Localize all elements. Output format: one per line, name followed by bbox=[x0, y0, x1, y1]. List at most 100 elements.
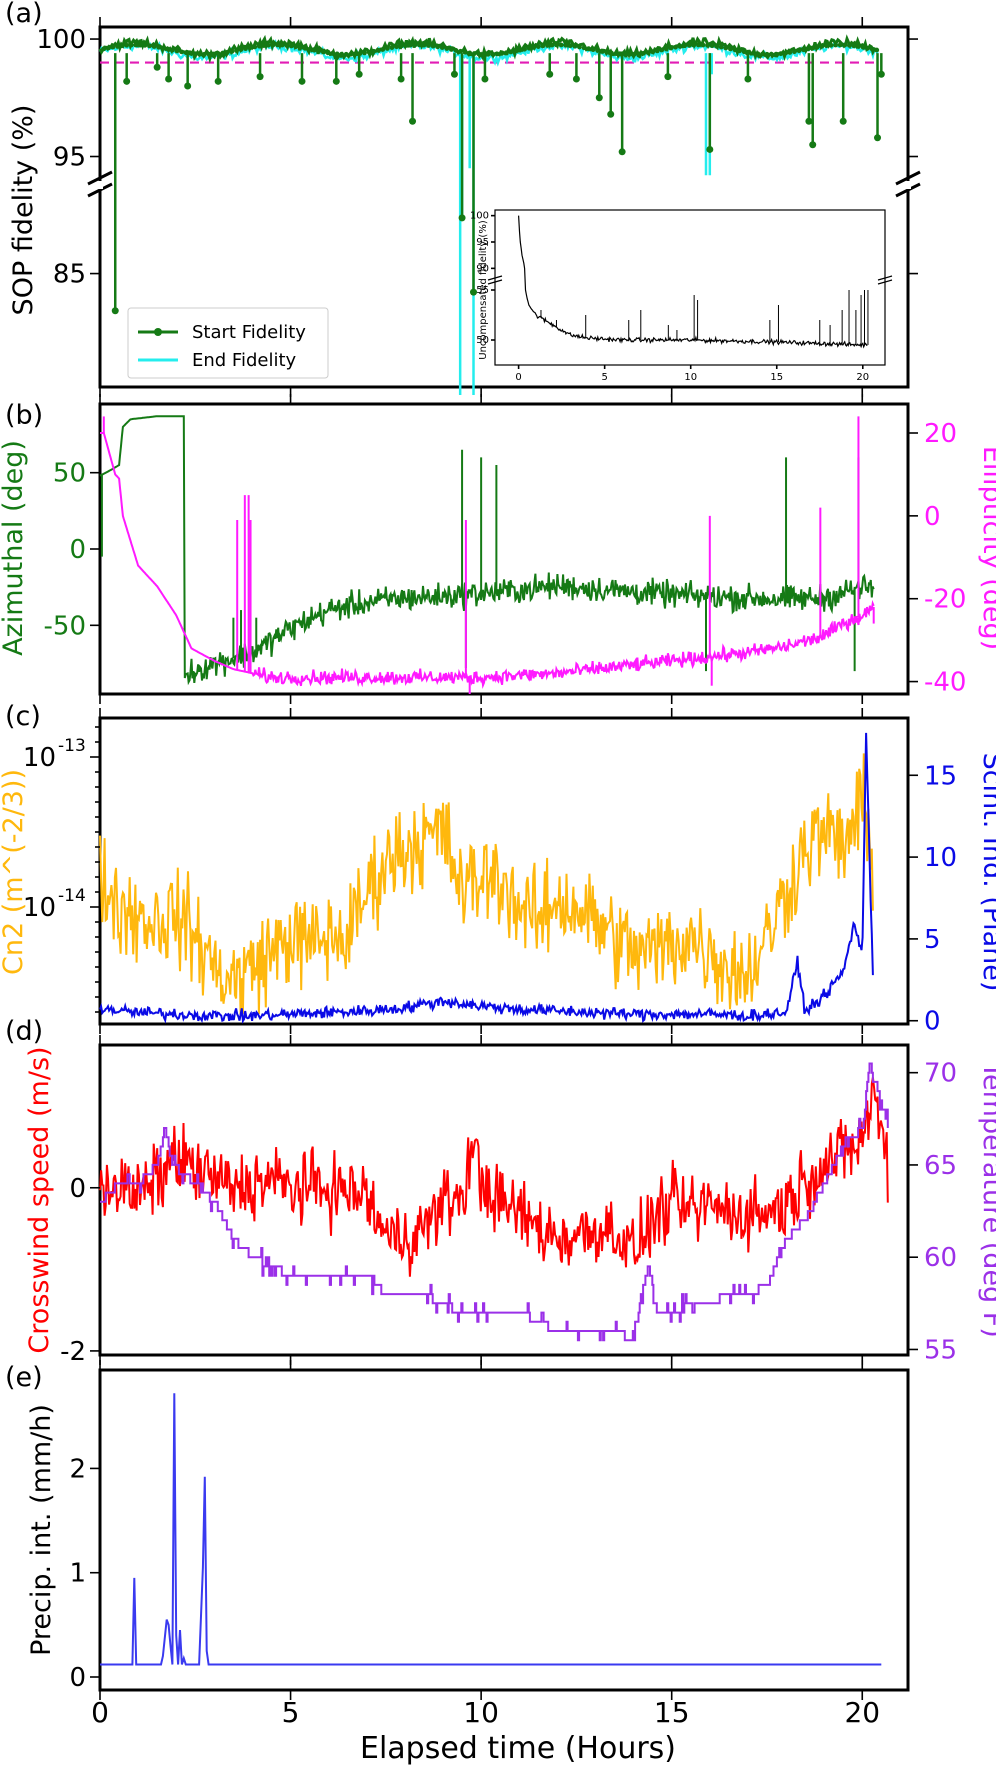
start-fidelity-point bbox=[389, 45, 395, 50]
start-fidelity-point bbox=[686, 42, 692, 48]
start-fidelity-point bbox=[153, 63, 161, 71]
start-fidelity-point bbox=[284, 43, 290, 48]
start-fidelity-point bbox=[403, 43, 409, 48]
y-tick-label-right: 55 bbox=[924, 1335, 957, 1365]
start-fidelity-point bbox=[595, 48, 601, 54]
start-fidelity-point bbox=[151, 44, 157, 49]
start-fidelity-point bbox=[546, 70, 554, 78]
y-tick-label: 95 bbox=[53, 143, 86, 173]
start-fidelity-point bbox=[416, 42, 422, 48]
start-fidelity-point bbox=[673, 44, 678, 50]
start-fidelity-point bbox=[156, 44, 162, 50]
start-fidelity-point bbox=[220, 50, 226, 56]
start-fidelity-point bbox=[476, 51, 482, 57]
start-fidelity-point bbox=[526, 45, 532, 51]
start-fidelity-point bbox=[691, 42, 697, 48]
panel-label-b: (b) bbox=[5, 400, 43, 431]
start-fidelity-point bbox=[769, 51, 774, 57]
start-fidelity-point bbox=[252, 44, 258, 50]
panel-e-ylabel: Precip. int. (mm/h) bbox=[26, 1404, 57, 1656]
y-tick-label-right: 70 bbox=[924, 1059, 957, 1089]
y-tick-label: 0 bbox=[69, 1663, 86, 1693]
start-fidelity-point bbox=[650, 49, 656, 55]
start-fidelity-point bbox=[641, 50, 646, 56]
y-tick-label-left: -50 bbox=[44, 611, 86, 641]
y-tick-label-left: -2 bbox=[60, 1337, 86, 1367]
axis-break bbox=[895, 170, 921, 186]
panel-d-plot-area: 0 -2 70 65 60 55 bbox=[60, 1035, 957, 1367]
start-fidelity-point bbox=[750, 50, 756, 56]
y-tick-label-right: 15 bbox=[924, 761, 957, 791]
panel-b-ylabel-right: Ellipticity (deg) bbox=[977, 446, 996, 650]
start-fidelity-point bbox=[760, 51, 765, 57]
start-fidelity-point bbox=[590, 47, 596, 53]
start-fidelity-point bbox=[247, 45, 253, 51]
start-fidelity-point bbox=[234, 48, 239, 53]
start-fidelity-point bbox=[709, 43, 715, 49]
panel-e-plot-area: 2 1 0 bbox=[69, 1360, 882, 1700]
panel-label-c: (c) bbox=[5, 701, 41, 732]
start-fidelity-point bbox=[744, 75, 752, 83]
start-fidelity-point bbox=[787, 50, 793, 55]
start-fidelity-point bbox=[522, 46, 527, 52]
y-tick-exponent: -13 bbox=[58, 736, 86, 756]
start-fidelity-point bbox=[211, 51, 216, 57]
start-fidelity-point bbox=[782, 50, 788, 56]
panel-a-inset: Uncompensated fidelity (%) 0 5 10 15 20 100 95… bbox=[470, 209, 893, 383]
start-fidelity-point bbox=[123, 77, 131, 85]
inset-x-tick-label: 10 bbox=[684, 372, 697, 383]
panel-c-ylabel-right: Scint. Ind. (Plane) bbox=[977, 753, 996, 992]
start-fidelity-point bbox=[444, 46, 450, 51]
temperature-placeholder-line bbox=[100, 1062, 889, 1342]
start-fidelity-point bbox=[805, 117, 813, 125]
y-tick-label-left: 0 bbox=[69, 535, 86, 565]
start-fidelity-point bbox=[558, 42, 564, 48]
start-fidelity-point bbox=[695, 42, 701, 48]
x-tick-label: 0 bbox=[91, 1696, 109, 1729]
start-fidelity-point bbox=[833, 42, 838, 48]
start-fidelity-point bbox=[792, 49, 797, 55]
panel-e-frame bbox=[98, 1368, 910, 1692]
inset-y-tick-label: 55 bbox=[476, 285, 489, 296]
start-fidelity-point bbox=[266, 42, 271, 48]
start-fidelity-point bbox=[339, 51, 345, 57]
start-fidelity-point bbox=[531, 44, 537, 50]
start-fidelity-point bbox=[398, 43, 404, 49]
start-fidelity-point bbox=[298, 77, 306, 85]
start-fidelity-point bbox=[458, 214, 466, 222]
x-tick-label: 20 bbox=[844, 1696, 880, 1729]
panel-b: (b) Azimuthal (deg) Ellipticity (deg) 50… bbox=[0, 394, 996, 704]
inset-x-tick-label: 20 bbox=[856, 372, 869, 383]
start-fidelity-point bbox=[298, 45, 303, 50]
start-fidelity-point bbox=[343, 51, 349, 57]
start-fidelity-point bbox=[330, 51, 335, 56]
start-fidelity-point bbox=[334, 51, 340, 57]
ellipticity-line bbox=[100, 432, 875, 689]
start-fidelity-point bbox=[142, 42, 148, 48]
panel-e: (e) Precip. int. (mm/h) 2 1 0 bbox=[5, 1360, 910, 1700]
start-fidelity-point bbox=[407, 42, 413, 48]
start-fidelity-point bbox=[256, 43, 262, 49]
start-fidelity-point bbox=[362, 50, 367, 56]
start-fidelity-point bbox=[714, 43, 720, 49]
y-tick-exponent: -14 bbox=[58, 886, 86, 906]
start-fidelity-point bbox=[627, 51, 633, 57]
start-fidelity-point bbox=[453, 48, 459, 53]
start-fidelity-point bbox=[549, 42, 555, 48]
start-fidelity-point bbox=[215, 51, 221, 57]
start-fidelity-point bbox=[554, 42, 559, 48]
start-fidelity-point bbox=[663, 46, 669, 52]
start-fidelity-point bbox=[206, 51, 212, 57]
start-fidelity-point bbox=[814, 44, 820, 50]
inset-x-tick-label: 0 bbox=[515, 372, 521, 383]
start-fidelity-point bbox=[700, 42, 706, 48]
start-fidelity-point bbox=[270, 42, 276, 48]
start-fidelity-point bbox=[869, 46, 875, 52]
start-fidelity-point bbox=[355, 70, 363, 78]
start-fidelity-point bbox=[851, 43, 857, 49]
start-fidelity-point bbox=[622, 51, 628, 57]
y-tick-label-left: 50 bbox=[53, 459, 86, 489]
y-tick-label-right: 65 bbox=[924, 1151, 957, 1181]
panel-a-frame bbox=[98, 25, 910, 389]
start-fidelity-point bbox=[503, 50, 509, 56]
